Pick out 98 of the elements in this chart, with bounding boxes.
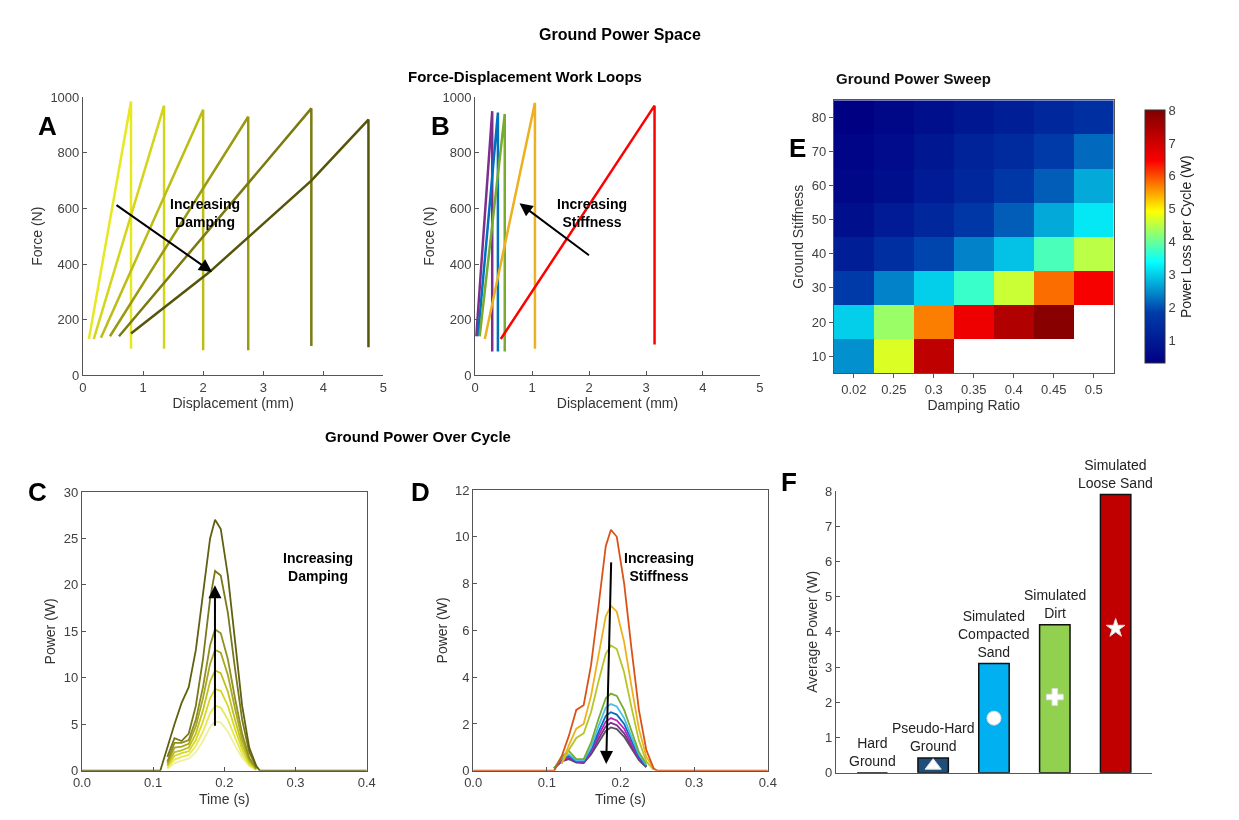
- annotation: Increasing Stiffness: [624, 550, 695, 585]
- chart-title: Ground Power Sweep: [836, 70, 992, 87]
- y-tick-label: 30: [811, 280, 827, 296]
- color-bar-label: 2: [1168, 299, 1176, 315]
- y-tick-label: 25: [63, 530, 79, 546]
- x-axis-title: Displacement (mm): [556, 395, 679, 412]
- y-tick-label: 10: [455, 529, 470, 545]
- y-tick-label: 50: [811, 212, 827, 228]
- y-axis-title: Power (W): [42, 598, 59, 665]
- y-tick-label: 20: [63, 577, 79, 593]
- x-tick-label: 0.3: [685, 775, 704, 791]
- x-tick-label: 0.2: [215, 775, 234, 791]
- text: Ground Power Space: [539, 26, 701, 43]
- x-tick-label: 0.1: [144, 775, 163, 791]
- color-bar-label: 5: [1168, 201, 1176, 217]
- y-tick-label: 60: [811, 178, 827, 194]
- color-bar-label: 7: [1168, 135, 1176, 151]
- y-tick-label: 6: [824, 553, 833, 569]
- y-tick-label: 70: [811, 143, 827, 159]
- y-tick-label: 1000: [50, 89, 80, 105]
- y-axis-title: Ground Stiffness: [790, 184, 807, 289]
- y-tick-label: 800: [449, 145, 472, 161]
- y-tick-label: 8: [462, 576, 470, 592]
- y-tick-label: 4: [824, 624, 833, 640]
- y-tick-label: 4: [462, 669, 470, 685]
- x-axis-title: Time (s): [198, 790, 250, 807]
- y-tick-label: 0: [464, 367, 472, 383]
- annotation: Increasing Damping: [283, 550, 354, 585]
- y-tick-label: 600: [449, 201, 472, 216]
- x-tick-label: 5: [756, 379, 764, 395]
- x-tick-label: 0.4: [357, 775, 376, 791]
- y-tick-label: 40: [811, 246, 827, 262]
- color-bar-label: 3: [1168, 267, 1176, 283]
- color-bar-title: Power Loss per Cycle (W): [1177, 155, 1194, 318]
- y-tick-label: 0: [824, 765, 833, 781]
- y-tick-label: 30: [63, 484, 79, 500]
- x-axis-title: Time (s): [595, 790, 646, 807]
- x-tick-label: 0.3: [286, 775, 305, 791]
- text: A: [38, 111, 57, 141]
- y-tick-label: 600: [57, 201, 80, 216]
- y-tick-label: 5: [824, 589, 833, 605]
- x-axis-title: Damping Ratio: [927, 397, 1021, 414]
- x-tick-label: 0.2: [611, 775, 630, 791]
- x-tick-label: 2: [585, 379, 593, 395]
- y-axis-title: Force (N): [28, 206, 45, 266]
- y-tick-label: 5: [71, 716, 79, 732]
- x-tick-label: 1: [139, 379, 147, 395]
- y-axis-title: Force (N): [421, 206, 438, 266]
- x-axis-title: Displacement (mm): [172, 395, 294, 412]
- y-tick-label: 400: [57, 256, 80, 272]
- x-tick-label: 0.25: [881, 381, 907, 397]
- y-tick-label: 200: [57, 312, 80, 328]
- y-tick-label: 2: [462, 716, 470, 732]
- x-tick-label: 0.5: [1084, 381, 1103, 397]
- x-tick-label: 0.02: [841, 381, 867, 397]
- x-tick-label: 2: [199, 379, 207, 395]
- x-tick-label: 5: [379, 379, 388, 395]
- text: D: [411, 477, 430, 507]
- text: Force-Displacement Work Loops: [408, 68, 642, 85]
- x-tick-label: 3: [259, 379, 267, 395]
- y-tick-label: 400: [449, 256, 472, 272]
- y-tick-label: 2: [824, 694, 833, 710]
- text: Ground Power Over Cycle: [325, 428, 511, 445]
- y-tick-label: 1000: [442, 89, 472, 105]
- color-bar-label: 8: [1168, 102, 1176, 118]
- y-tick-label: 20: [811, 314, 827, 330]
- text: C: [28, 477, 47, 507]
- y-tick-label: 10: [63, 670, 79, 686]
- y-tick-label: 80: [811, 109, 827, 125]
- x-tick-label: 0.4: [758, 775, 777, 791]
- y-axis-title: Average Power (W): [803, 570, 820, 693]
- x-tick-label: 0.4: [1004, 381, 1023, 397]
- y-tick-label: 12: [455, 482, 470, 498]
- x-tick-label: 0.1: [537, 775, 556, 791]
- x-tick-label: 0.45: [1041, 381, 1067, 397]
- y-tick-label: 8: [824, 483, 833, 499]
- color-bar-label: 1: [1168, 332, 1176, 348]
- y-tick-label: 3: [824, 659, 833, 675]
- y-tick-label: 10: [811, 348, 827, 364]
- x-tick-label: Simulated Loose Sand: [1078, 457, 1153, 492]
- color-bar-label: 6: [1168, 168, 1176, 184]
- text: F: [781, 467, 797, 497]
- y-tick-label: 6: [462, 622, 470, 638]
- x-tick-label: 0.35: [961, 381, 987, 397]
- x-tick-label: 4: [699, 379, 707, 395]
- y-axis-title: Power (W): [433, 597, 450, 664]
- y-tick-label: 0: [72, 367, 80, 383]
- text: B: [431, 111, 450, 141]
- color-bar-label: 4: [1168, 234, 1176, 250]
- y-tick-label: 800: [57, 145, 80, 161]
- text: E: [789, 133, 807, 163]
- x-tick-label: 4: [319, 379, 327, 395]
- x-tick-label: 0.3: [924, 381, 943, 397]
- x-tick-label: 3: [642, 379, 650, 395]
- y-tick-label: 7: [824, 518, 833, 534]
- y-tick-label: 15: [63, 623, 79, 639]
- y-tick-label: 200: [449, 312, 472, 328]
- x-tick-label: 1: [528, 379, 536, 395]
